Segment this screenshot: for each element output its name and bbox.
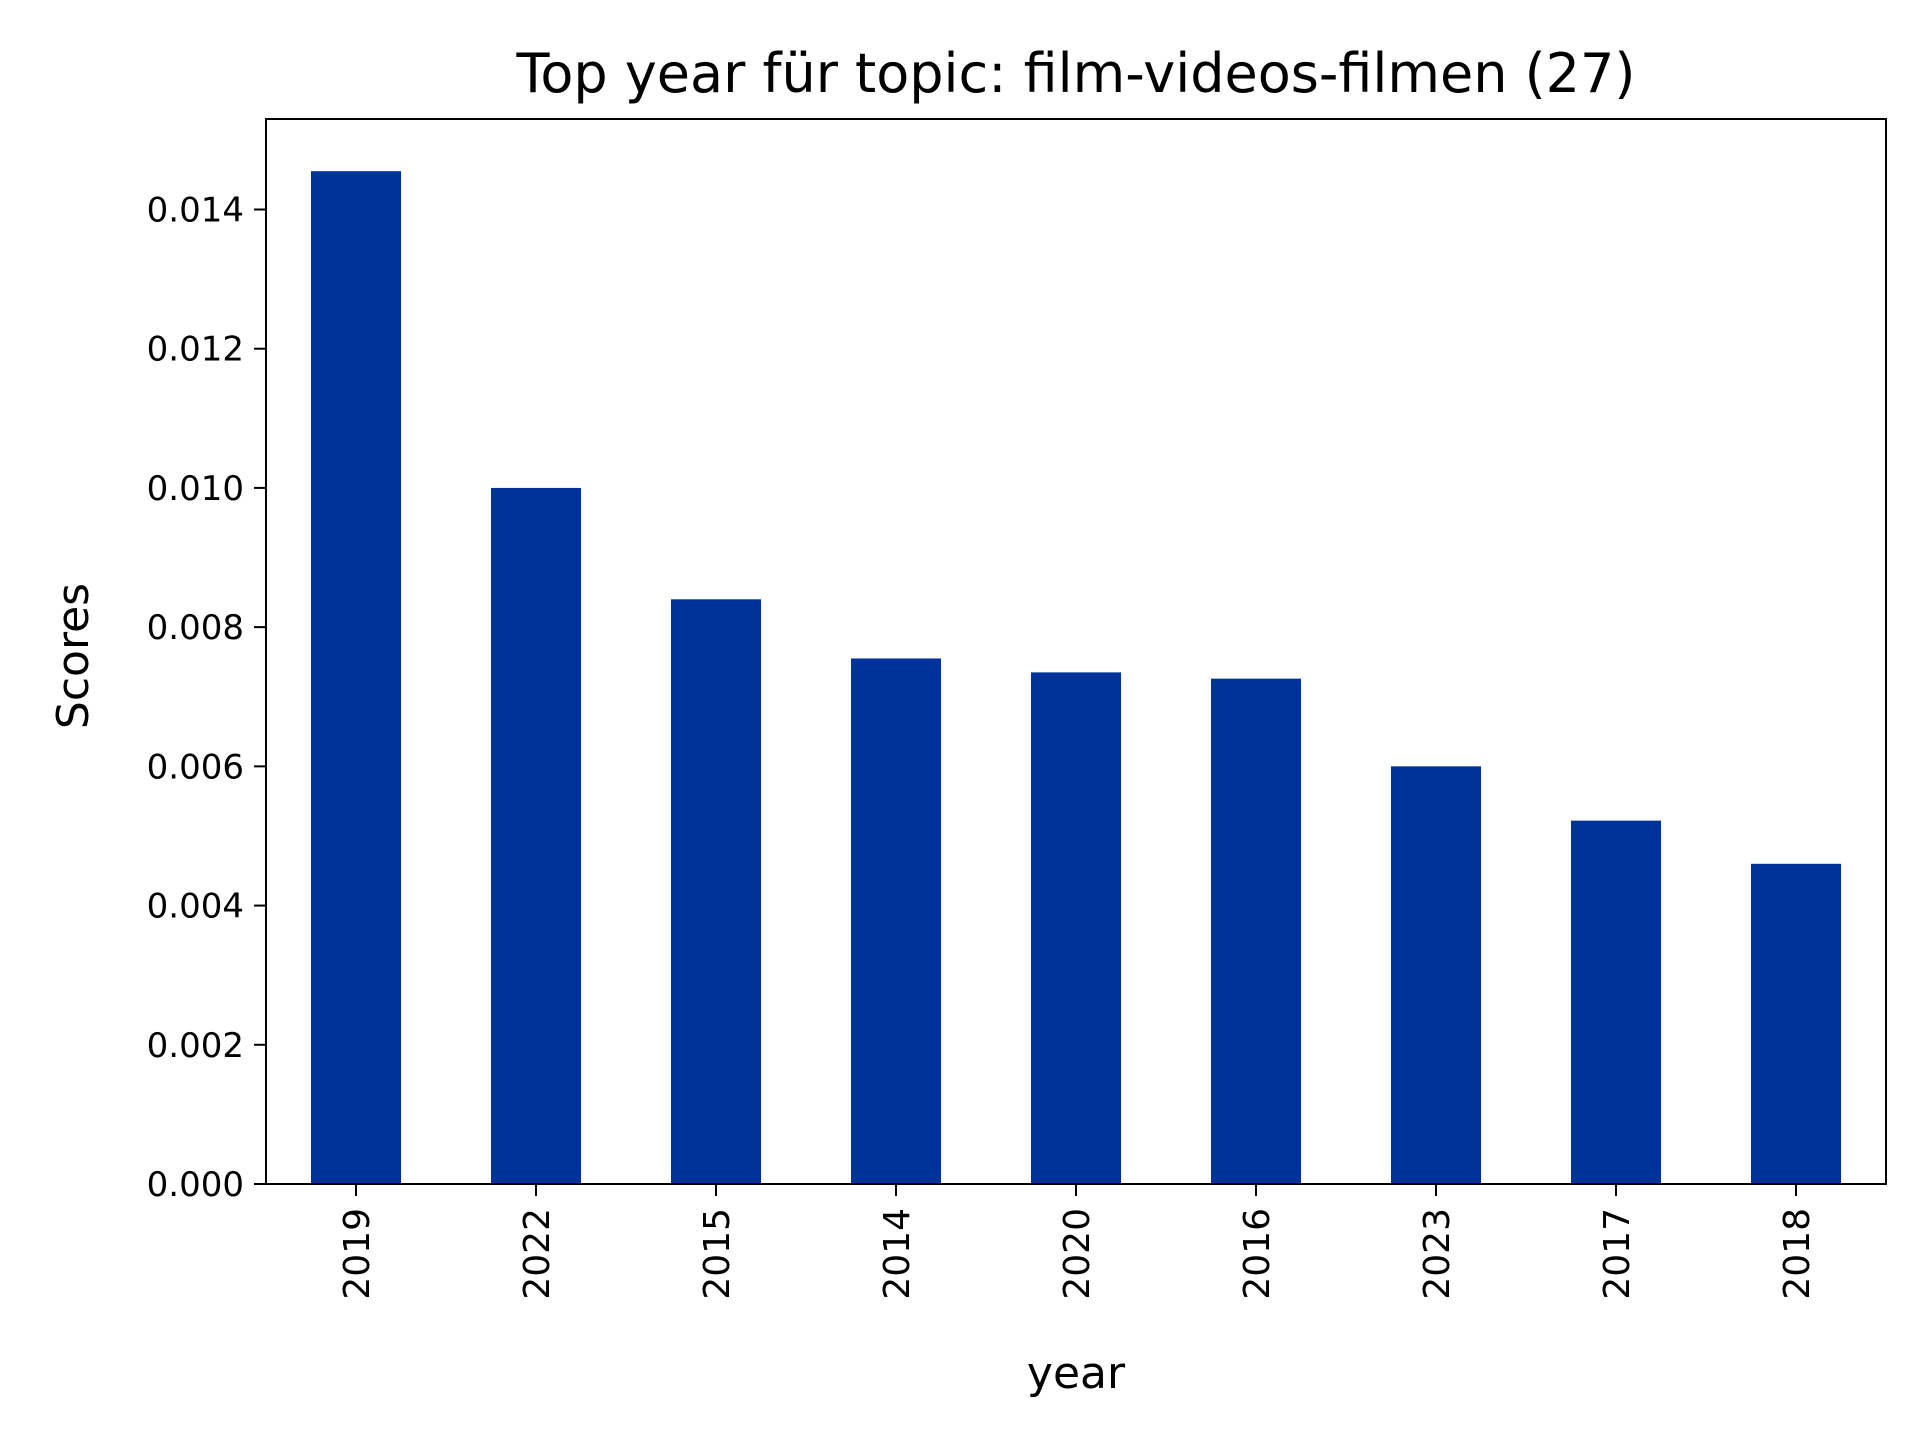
bar-2014 — [851, 658, 941, 1184]
x-axis-label: year — [1027, 1348, 1126, 1399]
bar-2018 — [1751, 863, 1841, 1184]
y-tick-label: 0.000 — [147, 1165, 244, 1205]
x-tick-label: 2020 — [1057, 1208, 1098, 1300]
y-tick-label: 0.006 — [147, 747, 244, 787]
plot-area: 0.000 0.002 0.004 0.006 0.008 0.010 0.012 0.014… — [147, 118, 1887, 1300]
bar-2019 — [311, 171, 401, 1185]
x-tick-label: 2022 — [517, 1208, 558, 1300]
y-tick-label: 0.014 — [147, 190, 244, 230]
bar-2016 — [1211, 678, 1301, 1184]
x-tick-label: 2016 — [1237, 1208, 1278, 1300]
bar-2017 — [1571, 820, 1661, 1184]
chart-title: Top year für topic: film-videos-filmen (… — [516, 42, 1636, 105]
y-tick-label: 0.002 — [147, 1026, 244, 1066]
y-tick-label: 0.004 — [147, 887, 244, 927]
x-tick-label: 2023 — [1417, 1208, 1458, 1300]
x-tick-label: 2018 — [1777, 1208, 1818, 1300]
y-tick-label: 0.010 — [147, 469, 244, 509]
y-tick-label: 0.008 — [147, 608, 244, 648]
y-axis-label: Scores — [48, 583, 99, 729]
bar-2023 — [1391, 766, 1481, 1184]
bar-2022 — [491, 487, 581, 1184]
y-tick-label: 0.012 — [147, 330, 244, 370]
x-tick-label: 2015 — [697, 1208, 738, 1300]
x-tick-label: 2014 — [877, 1208, 918, 1300]
bar-2020 — [1031, 672, 1121, 1184]
x-tick-label: 2017 — [1597, 1208, 1638, 1300]
bar-2015 — [671, 599, 761, 1184]
x-tick-label: 2019 — [337, 1208, 378, 1300]
